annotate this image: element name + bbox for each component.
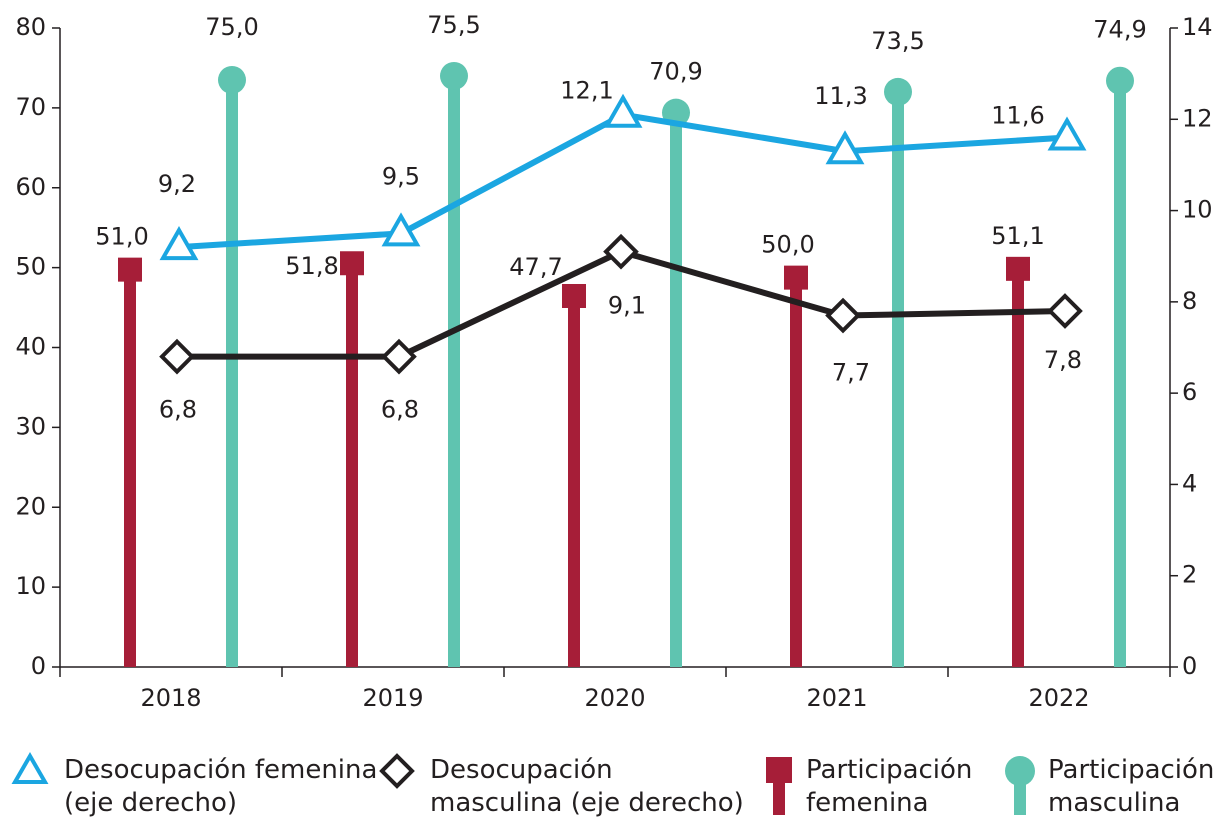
data-label: 75,0	[205, 13, 258, 41]
x-tick-label: 2021	[806, 684, 867, 712]
bar	[1114, 68, 1126, 667]
data-label: 51,0	[95, 223, 148, 251]
bar-cap	[884, 77, 912, 106]
data-label: 6,8	[159, 396, 197, 424]
bar-cap	[340, 251, 364, 276]
legend-icon	[773, 781, 785, 815]
legend-icon	[1005, 756, 1035, 786]
bar	[1012, 258, 1024, 667]
marker	[825, 297, 861, 334]
data-label: 73,5	[871, 27, 924, 55]
bar	[226, 67, 238, 667]
x-tick-label: 2018	[140, 684, 201, 712]
data-label: 7,8	[1044, 346, 1082, 374]
x-tick-label: 2022	[1028, 684, 1089, 712]
legend-label: Desocupación masculina (eje derecho)	[430, 755, 744, 818]
bar-cap	[784, 265, 808, 290]
legend-label: Participación femenina	[806, 755, 973, 818]
marker	[159, 338, 195, 375]
bar	[670, 100, 682, 667]
marker	[1047, 116, 1087, 151]
data-label: 51,1	[991, 222, 1044, 250]
legend-icon	[766, 757, 792, 783]
y-tick-label: 60	[15, 173, 46, 201]
legend-icon	[379, 753, 415, 789]
data-label: 12,1	[560, 77, 613, 105]
marker	[159, 226, 199, 261]
y2-tick-label: 10	[1182, 196, 1213, 224]
y-tick-label: 80	[15, 13, 46, 41]
bar-cap	[118, 257, 142, 282]
data-label: 11,3	[814, 82, 867, 110]
bar	[790, 267, 802, 667]
data-label: 9,2	[158, 170, 196, 198]
line	[178, 111, 1068, 251]
marker	[381, 338, 417, 375]
bar	[346, 253, 358, 667]
x-tick-label: 2019	[362, 684, 423, 712]
y-tick-label: 50	[15, 253, 46, 281]
data-label: 11,6	[991, 102, 1044, 130]
y2-tick-label: 0	[1182, 652, 1197, 680]
bar-cap	[562, 283, 586, 308]
y-tick-label: 20	[15, 492, 46, 520]
data-label: 9,1	[608, 292, 646, 320]
bar-cap	[218, 65, 246, 94]
data-label: 6,8	[381, 396, 419, 424]
y2-tick-label: 4	[1182, 469, 1197, 497]
y-tick-label: 10	[15, 572, 46, 600]
y-tick-label: 70	[15, 93, 46, 121]
data-label: 51,8	[285, 252, 338, 280]
y2-tick-label: 2	[1182, 561, 1197, 589]
bar	[892, 79, 904, 667]
legend-label: Participación masculina	[1048, 755, 1215, 818]
bar-cap	[1006, 256, 1030, 281]
y-tick-label: 30	[15, 412, 46, 440]
bar-cap	[440, 61, 468, 90]
bar	[568, 285, 580, 667]
y-tick-label: 0	[31, 652, 46, 680]
marker	[825, 130, 865, 165]
marker	[603, 93, 643, 128]
data-label: 47,7	[509, 253, 562, 281]
x-tick-label: 2020	[584, 684, 645, 712]
legend-label: Desocupación femenina (eje derecho)	[64, 755, 378, 818]
marker	[603, 233, 639, 270]
bar	[124, 259, 136, 667]
marker	[1047, 293, 1083, 329]
data-label: 7,7	[832, 359, 870, 387]
y2-tick-label: 12	[1182, 104, 1213, 132]
marker	[381, 212, 421, 247]
data-label: 50,0	[761, 231, 814, 259]
y2-tick-label: 14	[1182, 13, 1213, 41]
y-tick-label: 40	[15, 333, 46, 361]
legend-icon	[1014, 781, 1026, 815]
y2-tick-label: 6	[1182, 378, 1197, 406]
data-label: 9,5	[382, 162, 420, 190]
bar	[448, 63, 460, 668]
bar-cap	[1106, 66, 1134, 95]
legend-icon	[11, 751, 49, 784]
data-label: 74,9	[1093, 16, 1146, 44]
data-label: 75,5	[427, 11, 480, 39]
data-label: 70,9	[649, 58, 702, 86]
y2-tick-label: 8	[1182, 287, 1197, 315]
